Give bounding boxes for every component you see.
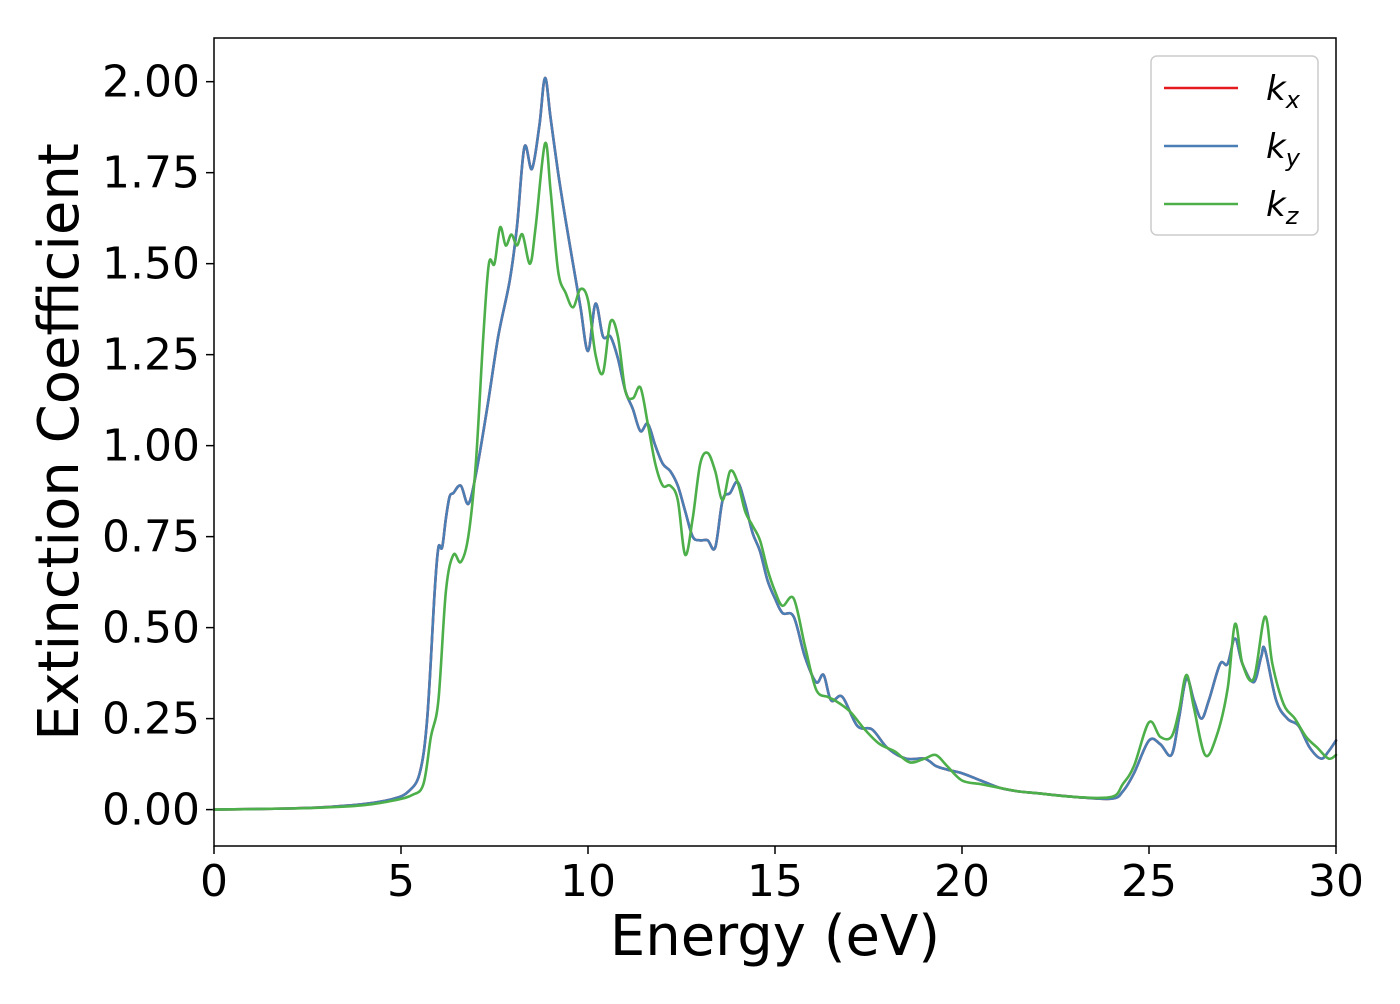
tick-layer: 0 5 10 15 20 25 30 0.00 0.25 0.50 0.75 1.00 1.25 1.50… <box>102 57 1364 907</box>
x-tick-label: 15 <box>747 856 803 907</box>
legend-label-subscript: z <box>1285 202 1300 230</box>
y-tick-label: 0.50 <box>102 603 200 654</box>
x-tick-label: 30 <box>1308 856 1364 907</box>
x-tick-label: 20 <box>934 856 990 907</box>
x-tick-label: 25 <box>1121 856 1177 907</box>
series-lines <box>212 76 1338 811</box>
y-tick-label: 1.00 <box>102 421 200 472</box>
legend-label-kx: kx <box>1266 69 1301 114</box>
x-tick-label: 10 <box>560 856 616 907</box>
x-tick-label: 0 <box>200 856 228 907</box>
legend-label-ky: ky <box>1266 127 1301 172</box>
y-tick-label: 1.50 <box>102 239 200 290</box>
y-tick-label: 0.00 <box>102 785 200 836</box>
x-tick-label: 5 <box>387 856 415 907</box>
y-tick-label: 2.00 <box>102 57 200 108</box>
legend-label-main: k <box>1266 69 1287 109</box>
y-tick-label: 0.75 <box>102 512 200 563</box>
series-line-kz <box>212 141 1338 811</box>
legend-label-subscript: y <box>1285 144 1301 172</box>
legend-label-subscript: x <box>1285 86 1301 114</box>
y-tick-label: 0.25 <box>102 694 200 745</box>
y-tick-label: 1.75 <box>102 148 200 199</box>
legend-label-main: k <box>1266 185 1287 225</box>
x-axis-label: Energy (eV) <box>610 904 940 969</box>
plot-frame <box>213 37 1337 847</box>
y-tick-label: 1.25 <box>102 330 200 381</box>
y-axis-label: Extinction Coefficient <box>27 143 92 741</box>
legend-label-kz: kz <box>1266 185 1300 230</box>
legend-label-main: k <box>1266 127 1287 167</box>
